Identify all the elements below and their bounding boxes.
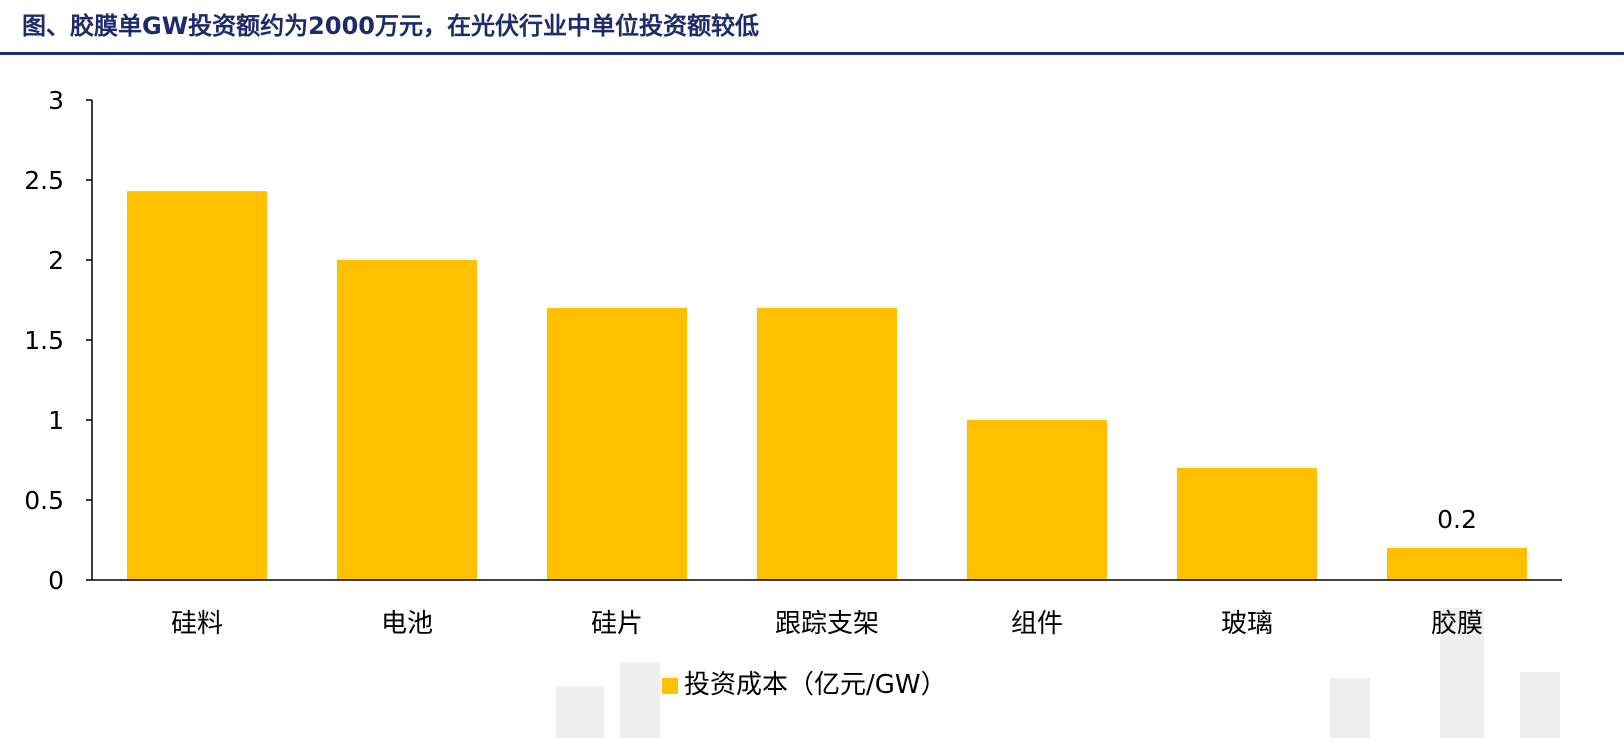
y-tick-label: 0 <box>48 566 64 595</box>
data-label: 0.2 <box>1437 505 1477 534</box>
x-category-label: 硅片 <box>591 609 643 639</box>
title-underline <box>0 52 1624 55</box>
x-category-label: 电池 <box>381 609 433 639</box>
bar-5 <box>967 420 1107 580</box>
bar-3 <box>547 308 687 580</box>
bars <box>127 191 1527 580</box>
bar-chart: 0 0.5 1 1.5 2 2.5 3 硅料 电池 硅片 跟踪支架 组件 玻璃 胶膜 0.2 投资成本（… <box>0 56 1624 738</box>
y-tick-label: 0.5 <box>24 486 64 515</box>
legend-swatch <box>662 678 678 694</box>
y-tick-label: 1.5 <box>24 326 64 355</box>
bar-4 <box>757 308 897 580</box>
x-category-label: 组件 <box>1011 609 1063 639</box>
x-category-label: 玻璃 <box>1221 609 1273 639</box>
legend-label: 投资成本（亿元/GW） <box>684 670 947 700</box>
legend: 投资成本（亿元/GW） <box>662 670 947 700</box>
data-labels: 0.2 <box>1437 505 1477 534</box>
x-axis: 硅料 电池 硅片 跟踪支架 组件 玻璃 胶膜 <box>92 580 1562 639</box>
x-category-label: 硅料 <box>171 609 223 639</box>
x-category-label: 跟踪支架 <box>775 609 879 639</box>
y-tick-label: 2 <box>48 246 64 275</box>
bar-2 <box>337 260 477 580</box>
bar-1 <box>127 191 267 580</box>
page-title: 图、胶膜单GW投资额约为2000万元，在光伏行业中单位投资额较低 <box>22 6 759 41</box>
y-tick-label: 3 <box>48 86 64 115</box>
y-axis: 0 0.5 1 1.5 2 2.5 3 <box>24 86 92 595</box>
title-bar: 图、胶膜单GW投资额约为2000万元，在光伏行业中单位投资额较低 <box>0 0 1624 56</box>
x-category-label: 胶膜 <box>1431 609 1483 639</box>
bar-6 <box>1177 468 1317 580</box>
y-tick-label: 1 <box>48 406 64 435</box>
bar-7 <box>1387 548 1527 580</box>
y-tick-label: 2.5 <box>24 166 64 195</box>
